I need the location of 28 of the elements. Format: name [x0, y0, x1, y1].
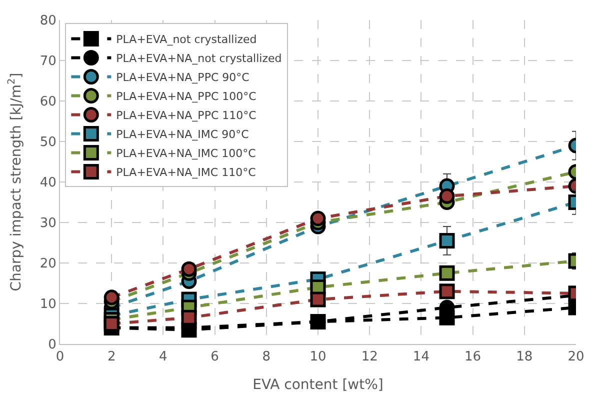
y-tick-label: 80	[40, 14, 56, 29]
legend-label: PLA+EVA+NA_IMC 110°C	[116, 166, 256, 180]
x-tick-label: 2	[107, 350, 116, 365]
legend-label: PLA+EVA+NA_IMC 90°C	[116, 128, 250, 142]
x-tick-label: 16	[464, 350, 482, 365]
legend-label: PLA+EVA+NA_IMC 100°C	[116, 147, 256, 160]
legend-label: PLA+EVA_not crystallized	[116, 33, 257, 46]
legend-label: PLA+EVA+NA_PPC 100°C	[116, 90, 257, 104]
x-tick-label: 6	[210, 350, 219, 365]
x-tick-label: 20	[568, 350, 584, 365]
y-tick-label: 50	[40, 135, 56, 150]
legend-label: PLA+EVA+NA_not crystallized	[116, 52, 282, 66]
y-tick-label: 20	[40, 256, 56, 272]
y-tick-label: 60	[40, 94, 56, 110]
x-tick-label: 10	[310, 350, 326, 365]
y-tick-label: 0	[48, 338, 56, 353]
y-tick-label: 30	[40, 216, 56, 232]
x-tick-label: 8	[262, 350, 271, 365]
y-tick-label: 70	[40, 54, 56, 70]
x-axis-title: EVA content [wt%]	[252, 376, 384, 393]
x-tick-label: 14	[412, 350, 430, 365]
legend-label: PLA+EVA+NA_PPC 90°C	[116, 71, 250, 84]
legend-label: PLA+EVA+NA_PPC 110°C	[116, 109, 257, 122]
y-tick-label: 40	[40, 176, 56, 191]
x-tick-label: 4	[159, 350, 168, 365]
y-tick-label: 10	[40, 297, 56, 312]
x-tick-label: 12	[361, 350, 378, 365]
x-tick-label: 18	[516, 350, 533, 365]
